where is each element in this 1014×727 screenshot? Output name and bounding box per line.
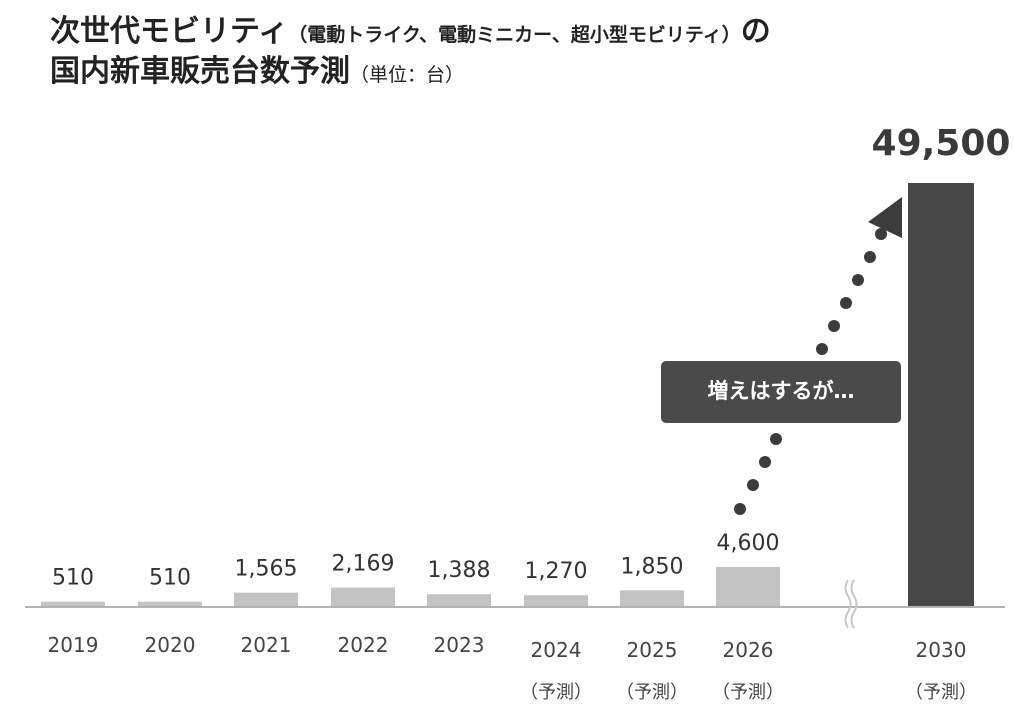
arrow-head-icon [868, 197, 902, 238]
bar [234, 592, 298, 606]
x-tick-label: 2022 [338, 633, 389, 657]
axis-break-mark [850, 579, 858, 629]
title-subtitle: （電動トライク、電動ミニカー、超小型モビリティ） [288, 24, 741, 46]
data-label: 2,169 [332, 552, 395, 577]
data-label: 49,500 [872, 123, 1011, 164]
data-label: 510 [149, 566, 191, 591]
title-main-2: 国内新車販売台数予測 [50, 54, 350, 89]
x-tick-note: （予測） [616, 682, 688, 703]
data-label: 4,600 [717, 531, 780, 556]
callout-box: 増えはするが… [661, 361, 901, 423]
trend-dot [875, 228, 887, 240]
title-main: 次世代モビリティ [50, 14, 289, 49]
bar [524, 595, 588, 606]
trend-arrow [734, 197, 902, 515]
x-tick-label: 2026 [723, 638, 774, 662]
bar [427, 594, 491, 606]
title-line-1: 次世代モビリティ（電動トライク、電動ミニカー、超小型モビリティ）の [50, 14, 771, 50]
bar [908, 183, 974, 606]
trend-dot [747, 479, 759, 491]
trend-dot [828, 320, 840, 332]
trend-dot [864, 251, 876, 263]
trend-dot [852, 274, 864, 286]
chart-title: 次世代モビリティ（電動トライク、電動ミニカー、超小型モビリティ）の 国内新車販売… [50, 14, 771, 90]
bar [620, 590, 684, 606]
x-tick-label: 2019 [48, 633, 99, 657]
x-tick-label: 2030 [916, 638, 967, 662]
data-label: 1,270 [525, 559, 588, 584]
data-label: 510 [52, 566, 94, 591]
data-label: 1,388 [428, 558, 491, 583]
trend-dot [770, 433, 782, 445]
x-tick-label: 2020 [145, 633, 196, 657]
axis-break-mark [844, 579, 852, 629]
x-tick-label: 2021 [241, 633, 292, 657]
callout-background [661, 361, 901, 423]
bar [331, 587, 395, 606]
data-label: 1,565 [235, 557, 298, 582]
title-line-2: 国内新車販売台数予測（単位：台） [50, 54, 771, 90]
x-tick-note: （予測） [905, 682, 977, 703]
x-tick-note: （予測） [712, 682, 784, 703]
bar [138, 601, 202, 606]
trend-dot [734, 503, 746, 515]
callout-text: 増えはするが… [708, 379, 855, 403]
data-label: 1,850 [621, 554, 684, 579]
trend-dot [759, 456, 771, 468]
x-tick-note: （予測） [520, 682, 592, 703]
bar [716, 566, 780, 606]
x-tick-label: 2024 [531, 638, 582, 662]
trend-dot [816, 343, 828, 355]
unit-label: （単位：台） [350, 64, 465, 86]
bar [41, 601, 105, 606]
trend-dot [840, 297, 852, 309]
x-tick-label: 2025 [627, 638, 678, 662]
title-tail: の [740, 14, 771, 49]
bars: 510 2019 510 2020 1,565 2021 2,169 2022 1,388 202… [25, 123, 1010, 703]
x-tick-label: 2023 [434, 633, 485, 657]
